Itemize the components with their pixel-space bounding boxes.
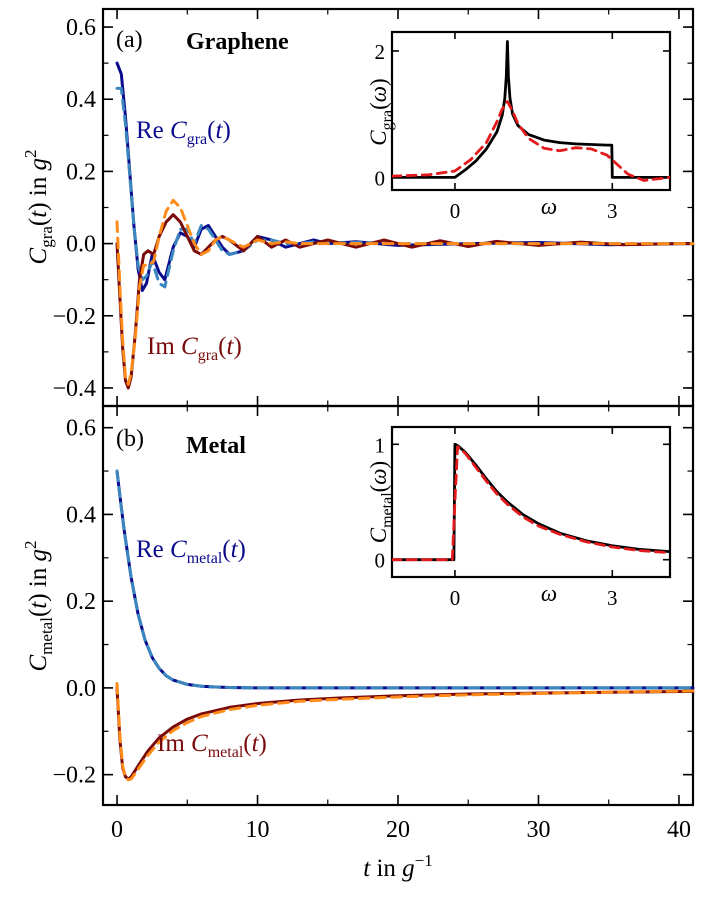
panel-b-xtick-label: 30 [526,817,550,843]
panel-a-inset-xlabel: ω [541,194,557,219]
panel-b-xtick-label: 40 [667,817,691,843]
panel-b-ytick-label: 0.0 [66,676,96,702]
panel-b-inset-frame [390,425,672,579]
panel-a-ylabel: Cgra(t) in g2 [21,150,56,265]
panel-a-title: Graphene [186,29,289,55]
panel-b-xtick-label: 0 [111,817,123,843]
panel-b-inset-ytick-label: 0 [375,549,386,573]
panel-b-inset-ytick-label: 1 [375,433,386,457]
panel-a-annotation-re: Re Cgra(t) [136,117,231,148]
panel-a-label: (a) [116,27,143,53]
panel-b-inset-xtick-label: 3 [607,586,618,610]
panel-b-ticks: −0.20.00.20.40.60 10 20 30 40 [52,406,693,843]
panel-b-ylabel: Cmetal(t) in g2 [21,540,56,671]
panel-b-inset-series [392,442,670,562]
panel-a-annotation-im: Im Cgra(t) [147,333,242,364]
panel-a-inset-series [392,40,670,182]
panel-a-series [115,61,695,390]
panel-a-inset-ytick-label: 2 [375,40,386,64]
panel-b-ytick-label: −0.2 [52,763,96,789]
panel-a-ytick-label: 0.4 [66,87,96,113]
panel-b: −0.20.00.20.40.60 10 20 30 40 (b) Metal Re C… [21,404,695,843]
panel-a-ytick-label: −0.4 [52,376,96,402]
panel-b-series-fit-1 [115,469,695,690]
panel-b-title: Metal [186,433,246,459]
panel-b-ytick-label: 0.2 [66,589,96,615]
panel-b-inset-series-fit-1 [392,445,670,562]
panel-a-inset-ytick-label: 0 [375,166,386,190]
panel-a-ticks: −0.4 −0.2 0.0 0.2 0.4 0.6 [52,9,693,406]
panel-b-xtick-label: 20 [386,817,410,843]
panel-a-inset-series-fit-1 [392,100,670,182]
panel-b-ytick-label: 0.4 [66,502,96,528]
panel-b-xtick-label: 10 [246,817,270,843]
panel-a: −0.4 −0.2 0.0 0.2 0.4 0.6 (a) Graphene Re Cgr… [21,7,695,408]
panel-a-ytick-label: −0.2 [52,304,96,330]
panel-a-inset: 020 3 Cgra(ω) ω [366,30,672,223]
panel-a-inset-xtick-label: 3 [607,199,618,223]
panel-a-inset-xtick-label: 0 [450,199,461,223]
panel-b-series [115,469,695,782]
panel-b-ytick-label: 0.6 [66,416,96,442]
panel-b-inset-xtick-label: 0 [450,586,461,610]
panel-a-ytick-label: 0.6 [66,15,96,41]
panel-b-annotation-im: Im Cmetal(t) [157,730,267,761]
panel-a-inset-frame [390,30,672,192]
panel-b-label: (b) [116,426,144,452]
panel-a-ytick-label: 0.2 [66,159,96,185]
x-axis-label: t in g−1 [363,851,433,882]
panel-b-inset: 010 3 Cmetal(ω) ω [366,425,672,610]
panel-a-ytick-label: 0.0 [66,232,96,258]
panel-b-annotation-re: Re Cmetal(t) [136,536,246,567]
panel-b-series-fit-3 [115,682,695,782]
panel-a-series-fit-3 [115,198,695,386]
panel-b-inset-xlabel: ω [541,581,557,606]
